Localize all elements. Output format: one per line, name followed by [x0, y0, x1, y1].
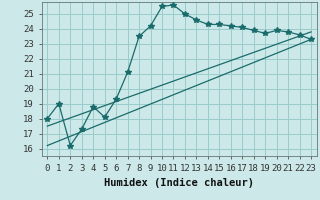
X-axis label: Humidex (Indice chaleur): Humidex (Indice chaleur)	[104, 178, 254, 188]
